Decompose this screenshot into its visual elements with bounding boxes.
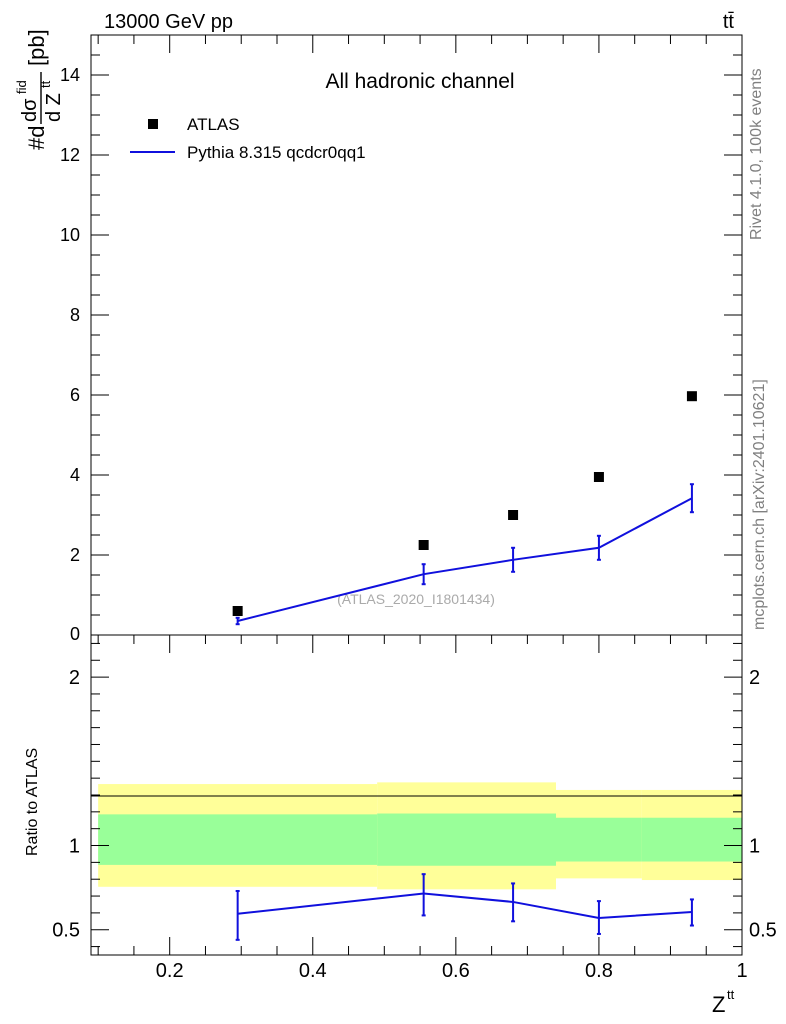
x-tick-label: 0.8 <box>585 960 613 982</box>
svg-text:tt: tt <box>38 80 53 88</box>
main-y-tick-labels: 2 4 6 8 10 12 14 <box>60 65 80 565</box>
svg-text:[pb]: [pb] <box>24 29 49 66</box>
ratio-y-tick-label-right: 0.5 <box>749 920 777 942</box>
legend-label-atlas: ATLAS <box>187 115 240 134</box>
legend-label-pythia: Pythia 8.315 qcdcr0qq1 <box>187 143 366 162</box>
ratio-y-axis-title: Ratio to ATLAS <box>24 748 41 856</box>
atlas-data-point <box>232 606 243 616</box>
main-y-tick-label: 6 <box>70 385 80 405</box>
main-y-tick-label: 4 <box>70 465 80 485</box>
ratio-tick-labels: 0.5 0.51 12 20.2 0.4 0.6 0.8 1 <box>52 667 777 982</box>
main-panel: 2 4 6 8 10 12 14 0 #d dσ fid d Z tt [pb] All h… <box>14 29 743 644</box>
x-tick-label: 1 <box>736 960 747 982</box>
energy-label: 13000 GeV pp <box>104 11 233 33</box>
main-y-tick-label: 2 <box>70 545 80 565</box>
atlas-data-point <box>418 540 429 550</box>
main-y-axis-title: #d dσ fid d Z tt [pb] <box>14 29 65 150</box>
ratio-y-tick-label: 2 <box>69 667 80 689</box>
main-chart-title: All hadronic channel <box>325 70 514 93</box>
main-y-tick-label: 8 <box>70 305 80 325</box>
main-y-tick-label: 12 <box>60 145 80 165</box>
main-y-tick-label: 14 <box>60 65 80 85</box>
ratio-uncertainty-bands <box>98 782 742 890</box>
ratio-data-layer <box>235 873 694 941</box>
ratio-ticks <box>91 635 743 955</box>
atlas-data-point <box>508 510 519 520</box>
svg-text:Z: Z <box>712 992 725 1017</box>
mcplots-site-label: mcplots.cern.ch [arXiv:2401.10621] <box>751 379 768 630</box>
analysis-tag: (ATLAS_2020_I1801434) <box>337 591 495 607</box>
x-tick-label: 0.2 <box>156 960 184 982</box>
ratio-band-green <box>98 814 378 865</box>
ratio-line <box>237 892 692 919</box>
x-tick-label: 0.4 <box>299 960 327 982</box>
rivet-version-label: Rivet 4.1.0, 100k events <box>748 68 765 240</box>
atlas-data-point <box>686 391 697 402</box>
svg-text:#d: #d <box>24 126 49 150</box>
ratio-panel: 0.5 0.51 12 20.2 0.4 0.6 0.8 1 Ratio to ATLAS Z… <box>24 634 777 1017</box>
ratio-band-green <box>641 817 742 862</box>
ratio-y-tick-label-right: 1 <box>749 836 760 858</box>
legend: ATLAS Pythia 8.315 qcdcr0qq1 <box>130 115 366 162</box>
atlas-data-point <box>593 472 604 482</box>
main-data-layer <box>232 391 697 626</box>
svg-text:d Z: d Z <box>43 93 65 122</box>
ratio-band-green <box>556 817 642 862</box>
x-axis-title: Z tt <box>712 987 735 1017</box>
svg-text:fid: fid <box>14 80 29 94</box>
svg-text:dσ: dσ <box>19 98 41 122</box>
ratio-y-tick-label: 0.5 <box>52 920 80 942</box>
x-tick-label: 0.6 <box>442 960 470 982</box>
main-y-ticks <box>91 35 743 616</box>
process-label: tt̄ <box>723 11 735 33</box>
main-zero-tick-label: 0 <box>70 624 80 644</box>
svg-text:tt: tt <box>727 987 735 1002</box>
main-y-tick-label: 10 <box>60 225 80 245</box>
ratio-y-tick-label: 1 <box>69 836 80 858</box>
ratio-y-tick-label-right: 2 <box>749 667 760 689</box>
ratio-band-green <box>377 813 556 866</box>
legend-marker-atlas <box>148 119 158 129</box>
